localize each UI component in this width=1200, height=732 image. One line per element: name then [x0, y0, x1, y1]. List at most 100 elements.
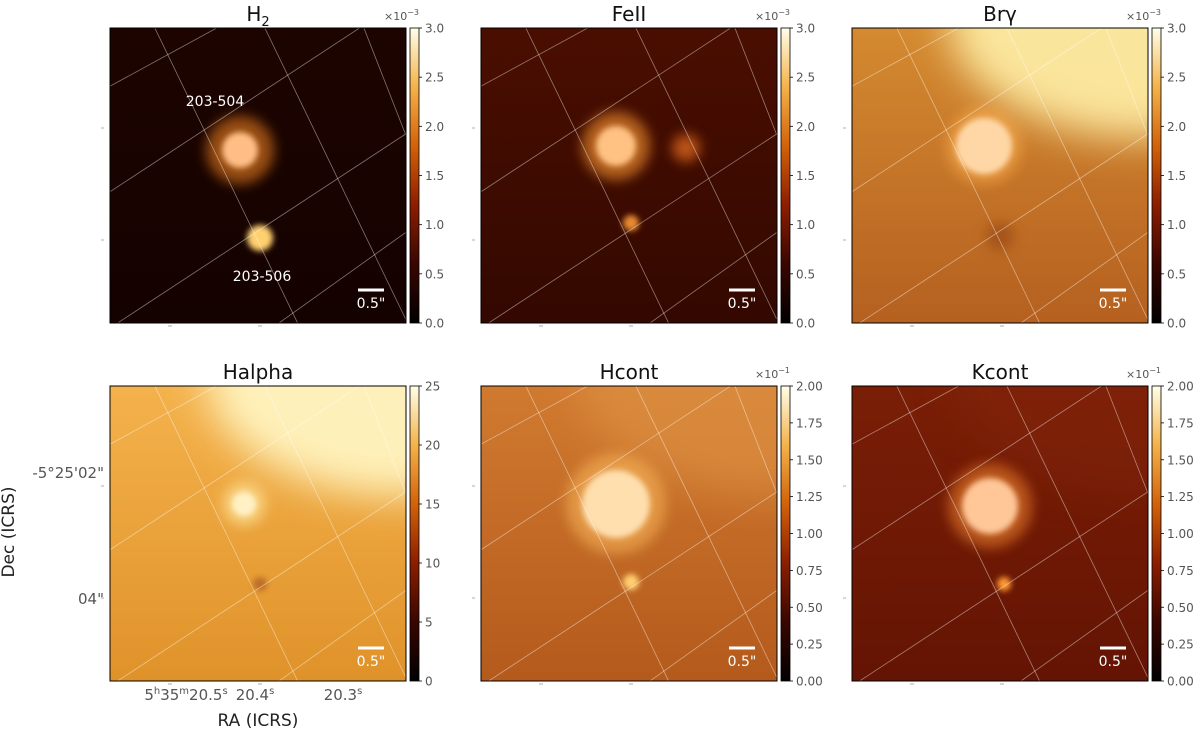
scale-bar-label: 0.5"	[1099, 654, 1128, 670]
grid-line	[363, 28, 406, 137]
panel-title: H2	[246, 2, 269, 30]
y-axis-label: Dec (ICRS)	[0, 486, 19, 577]
dec-tick-label: -5°25'02"	[32, 464, 104, 482]
grid-line	[481, 28, 732, 193]
panel-hcont: 0.5" Hcont 0.00 0.25 0.50 0.75 1.00 1.25 1.50 1.7…	[472, 360, 823, 689]
grid-line	[154, 28, 299, 323]
image-area	[852, 386, 1148, 681]
scale-bar-label: 0.5"	[728, 654, 757, 670]
colorbar-multiplier: ×10−3	[755, 8, 790, 23]
source-emission	[566, 454, 666, 554]
colorbar-tick-label: 25	[425, 380, 440, 394]
panel-kcont: 0.5" Kcont 0.00 0.25 0.50 0.75 1.00 1.25 1.50 1.7…	[843, 360, 1194, 689]
colorbar-gradient	[409, 27, 420, 324]
colorbar-tick-label: 0.75	[796, 564, 823, 578]
source-emission	[247, 225, 273, 251]
colorbar-tick-label: 3.0	[425, 22, 444, 36]
colorbar: 0.0 0.5 1.0 1.5 2.0 2.5 3.0 ×10−3	[755, 8, 815, 331]
grid-line	[278, 589, 406, 681]
colorbar-tick-label: 2.5	[1167, 71, 1186, 85]
grid-line	[635, 28, 777, 321]
source-emission	[222, 482, 266, 526]
colorbar-gradient	[1151, 27, 1162, 324]
nebula-glow	[577, 386, 777, 496]
grid-line	[852, 386, 960, 445]
colorbar-tick-label: 2.00	[796, 380, 823, 394]
ra-tick-label: 20.4s	[236, 686, 275, 704]
colorbar-gradient	[780, 27, 791, 324]
colorbar-tick-label: 1.25	[1167, 490, 1194, 504]
source-emission	[582, 112, 650, 180]
colorbar: 0.00 0.25 0.50 0.75 1.00 1.25 1.50 1.75 2.00 ×10−…	[1126, 366, 1194, 689]
colorbar-tick-label: 3.0	[796, 22, 815, 36]
panel-title: FeII	[612, 2, 647, 26]
coordinate-grid	[481, 386, 777, 681]
panel-halpha: 0.5" Halpha 0 5 10 15 20 25	[101, 360, 440, 689]
grid-line	[110, 386, 218, 445]
grid-line	[1020, 231, 1148, 323]
grid-line	[858, 133, 1148, 323]
source-label: 203-506	[233, 269, 292, 285]
colorbar: 0.0 0.5 1.0 1.5 2.0 2.5 3.0 ×10−3	[1126, 8, 1186, 331]
grid-line	[896, 386, 1041, 681]
colorbar-multiplier: ×10−1	[755, 366, 790, 381]
image-frame	[851, 385, 1149, 682]
grid-line	[110, 28, 361, 193]
colorbar-tick-label: 5	[425, 616, 433, 630]
grid-line	[852, 28, 960, 87]
colorbar-tick-label: 0.5	[796, 267, 815, 281]
colorbar-tick-label: 1.0	[1167, 218, 1186, 232]
ra-tick-label: 5h35m20.5s	[144, 686, 227, 704]
scale-bar-label: 0.5"	[357, 654, 386, 670]
colorbar-tick-label: 1.5	[425, 169, 444, 183]
grid-line	[481, 386, 589, 445]
scale-bar-label: 0.5"	[357, 296, 386, 312]
colorbar-tick-label: 2.0	[425, 120, 444, 134]
image-frame	[109, 27, 407, 324]
colorbar-tick-label: 2.00	[1167, 380, 1194, 394]
colorbar-tick-label: 2.5	[796, 71, 815, 85]
colorbar-gradient	[780, 385, 791, 682]
panel-title: Halpha	[223, 360, 293, 384]
grid-line	[487, 491, 777, 681]
nebula-glow	[206, 386, 406, 496]
coordinate-grid	[852, 386, 1148, 681]
grid-line	[734, 386, 777, 495]
grid-line	[852, 386, 1103, 551]
colorbar-tick-label: 0.5	[425, 267, 444, 281]
grid-line	[481, 386, 732, 551]
scale-bar-label: 0.5"	[1099, 296, 1128, 312]
source-emission	[623, 574, 639, 590]
colorbar-tick-label: 0.0	[425, 317, 444, 331]
colorbar-tick-label: 15	[425, 498, 440, 512]
grid-line	[1006, 386, 1148, 679]
grid-line	[525, 28, 670, 323]
panel-title: Kcont	[972, 360, 1029, 384]
grid-line	[116, 491, 406, 681]
grid-line	[110, 386, 361, 551]
source-emission	[948, 464, 1032, 548]
source-emission	[623, 215, 639, 231]
source-label: 203-504	[186, 94, 245, 110]
colorbar-tick-label: 2.5	[425, 71, 444, 85]
image-area	[852, 28, 1148, 323]
source-emission	[206, 116, 274, 184]
image-frame	[480, 27, 778, 324]
grid-line	[154, 386, 299, 681]
x-axis-label: RA (ICRS)	[218, 711, 299, 731]
grid-line	[278, 231, 406, 323]
colorbar-tick-label: 1.5	[796, 169, 815, 183]
source-emission	[253, 577, 267, 591]
grid-line	[1006, 28, 1148, 321]
colorbar-tick-label: 0.75	[1167, 564, 1194, 578]
grid-line	[858, 491, 1148, 681]
coordinate-grid	[110, 28, 406, 323]
scale-bar-label: 0.5"	[728, 296, 757, 312]
colorbar-multiplier: ×10−1	[1126, 366, 1161, 381]
image-area	[481, 28, 777, 323]
panel-h2: 203-504 203-506 0.5" H2 0.0 0.5 1.0 1.5 2.0 2.5 3.…	[101, 2, 444, 331]
colorbar-tick-label: 0.25	[1167, 638, 1194, 652]
grid-line	[896, 28, 1041, 323]
nebula-glow	[948, 386, 1148, 496]
